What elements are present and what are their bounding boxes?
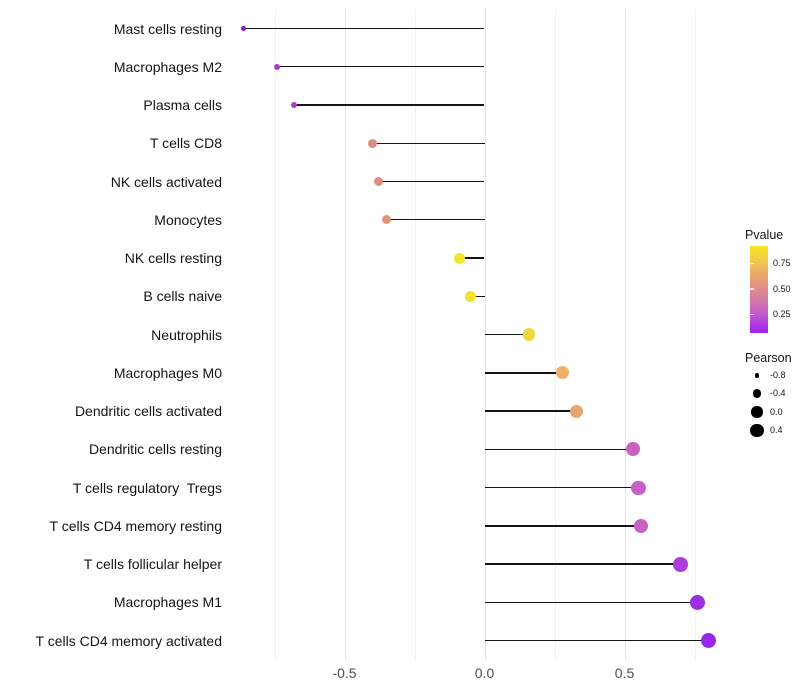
data-point <box>373 176 383 187</box>
pearson-legend-title: Pearson <box>745 351 792 365</box>
colorbar-tick <box>750 288 754 290</box>
category-label: T cells follicular helper <box>83 556 222 573</box>
data-point <box>570 404 584 418</box>
category-label: T cells CD4 memory resting <box>49 517 222 534</box>
minor-gridline <box>274 9 276 660</box>
category-label: Macrophages M2 <box>113 58 222 75</box>
stem-line <box>459 257 485 259</box>
size-legend-dot <box>754 372 760 378</box>
category-label: NK cells resting <box>124 250 222 267</box>
data-point <box>241 26 246 31</box>
stem-line <box>470 295 485 297</box>
size-legend-dot <box>751 406 763 418</box>
minor-gridline <box>694 9 696 660</box>
data-point <box>700 633 717 649</box>
x-tick-label: 0.5 <box>614 665 635 681</box>
category-label: B cells naive <box>143 288 222 305</box>
data-point <box>274 63 281 70</box>
stem-line <box>484 563 681 565</box>
data-point <box>381 215 392 225</box>
stem-line <box>484 639 709 642</box>
stem-line <box>484 525 642 527</box>
major-gridline <box>344 9 346 660</box>
size-legend-dot <box>752 389 762 399</box>
colorbar-tick-label: 0.50 <box>773 283 791 294</box>
stem-line <box>372 142 485 144</box>
category-label: Macrophages M0 <box>113 364 222 381</box>
x-tick-label: 0.0 <box>474 665 495 681</box>
category-label: Macrophages M1 <box>113 594 222 611</box>
data-point <box>556 366 570 380</box>
x-tick-label: -0.5 <box>332 665 357 681</box>
colorbar-tick <box>750 262 754 264</box>
size-legend-label: 0.4 <box>770 424 783 435</box>
stem-line <box>484 448 633 451</box>
data-point <box>689 594 705 610</box>
size-legend-label: 0.0 <box>770 406 783 417</box>
major-gridline <box>624 9 626 660</box>
stem-line <box>484 601 698 604</box>
category-label: Mast cells resting <box>113 20 222 37</box>
category-label: T cells CD4 memory activated <box>35 632 222 649</box>
category-label: Dendritic cells resting <box>88 441 222 458</box>
data-point <box>631 480 646 495</box>
data-point <box>625 442 640 457</box>
category-label: Dendritic cells activated <box>74 403 222 420</box>
colorbar-tick-label: 0.25 <box>773 309 791 319</box>
category-label: Neutrophils <box>151 326 222 343</box>
data-point <box>290 101 298 109</box>
category-label: Plasma cells <box>143 97 222 114</box>
data-point <box>634 518 649 533</box>
stem-line <box>277 66 485 68</box>
colorbar-tick <box>750 313 754 316</box>
size-legend-label: -0.8 <box>770 369 786 380</box>
category-label: NK cells activated <box>110 173 222 190</box>
stem-line <box>484 333 530 336</box>
category-label: T cells CD8 <box>149 135 222 152</box>
stem-line <box>484 486 639 489</box>
stem-line <box>294 104 485 106</box>
data-point <box>453 252 465 264</box>
size-legend-dot <box>750 423 764 437</box>
data-point <box>523 328 536 341</box>
stem-line <box>484 410 577 412</box>
data-point <box>673 556 688 572</box>
data-point <box>464 290 477 302</box>
category-label: T cells regulatory Tregs <box>72 479 222 496</box>
minor-gridline <box>554 9 556 660</box>
size-legend-label: -0.4 <box>770 388 786 399</box>
stem-line <box>484 372 563 374</box>
stem-line <box>386 219 485 221</box>
category-label: Monocytes <box>154 211 222 228</box>
pvalue-colorbar <box>750 246 768 333</box>
colorbar-tick-label: 0.75 <box>773 257 791 268</box>
data-point <box>368 138 377 148</box>
pvalue-legend-title: Pvalue <box>745 228 784 242</box>
stem-line <box>378 180 485 183</box>
stem-line <box>243 27 485 30</box>
minor-gridline <box>414 9 416 660</box>
